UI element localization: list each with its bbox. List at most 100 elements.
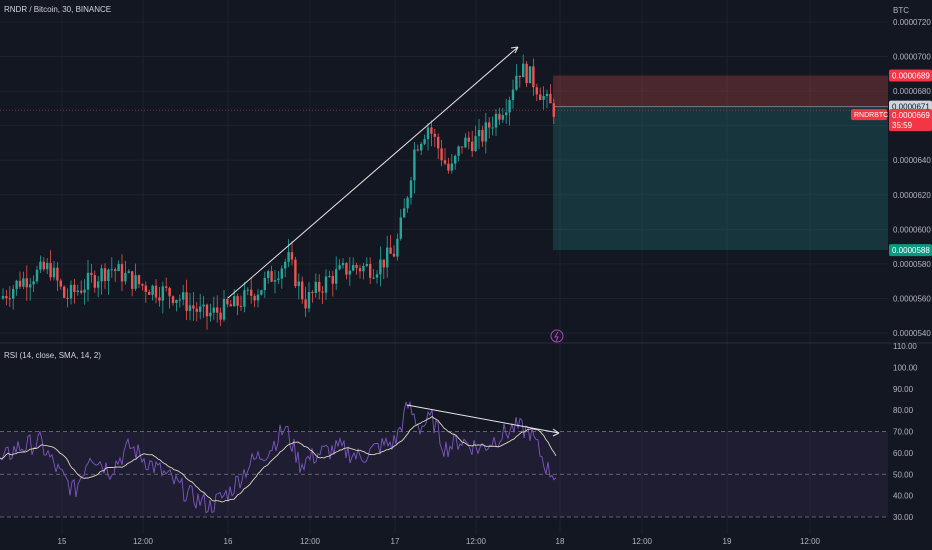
candle-body — [403, 208, 406, 218]
candle-body — [522, 63, 525, 78]
candle-body — [430, 127, 433, 134]
candle-body — [294, 259, 297, 287]
candle-body — [260, 290, 263, 295]
candle-body — [25, 278, 28, 288]
candle-body — [199, 306, 202, 312]
price-tick-label: 0.0000680 — [893, 87, 931, 96]
stop-zone — [553, 75, 888, 107]
candle-body — [182, 292, 185, 300]
symbol-tag-bg — [851, 109, 887, 121]
candle-body — [457, 146, 460, 156]
lightning-bolt-icon — [554, 331, 559, 342]
candle-body — [335, 269, 338, 284]
candle-body — [420, 143, 423, 151]
candle-body — [226, 298, 229, 305]
rsi-title[interactable]: RSI (14, close, SMA, 14, 2) — [4, 351, 101, 360]
candle-body — [49, 262, 52, 278]
candle-body — [454, 155, 457, 164]
candle-body — [168, 287, 171, 297]
candle-body — [488, 122, 491, 128]
rsi-tick-label: 50.00 — [893, 470, 914, 479]
candle-body — [494, 113, 498, 128]
candle-body — [433, 133, 436, 137]
candle-body — [447, 163, 450, 171]
candle-body — [202, 304, 205, 307]
candle-body — [29, 284, 32, 288]
candle-body — [253, 295, 256, 301]
candle-body — [460, 146, 464, 148]
candle-body — [270, 271, 273, 282]
candle-body — [284, 261, 287, 269]
rsi-divergence-arrowhead — [552, 428, 560, 437]
candle-body — [229, 304, 232, 307]
candle-body — [314, 281, 317, 293]
candle-body — [195, 308, 198, 312]
candle-body — [389, 247, 392, 254]
candle-body — [100, 268, 103, 282]
candle-body — [8, 298, 11, 300]
candle-body — [318, 281, 321, 292]
rsi-tick-label: 40.00 — [893, 492, 914, 501]
candle-body — [542, 96, 545, 100]
candle-body — [15, 280, 18, 289]
candle-body — [528, 66, 532, 84]
candle-body — [290, 252, 294, 260]
symbol-title[interactable]: RNDR / Bitcoin, 30, BINANCE — [4, 5, 112, 14]
candle-body — [549, 93, 552, 104]
price-tick-label: 0.0000720 — [893, 18, 931, 27]
candle-body — [406, 197, 409, 209]
price-tick-label: 0.0000540 — [893, 329, 931, 338]
price-tick-label: 0.0000580 — [893, 260, 931, 269]
symbol-tag: RNDRBTC — [854, 112, 888, 119]
candle-body — [161, 286, 164, 301]
candle-body — [277, 278, 280, 281]
candle-body — [443, 160, 447, 164]
candle-body — [35, 269, 39, 282]
rsi-tick-label: 90.00 — [893, 385, 914, 394]
candle-body — [287, 252, 290, 262]
candle-body — [120, 264, 124, 282]
price-tick-label: 0.0000560 — [893, 294, 931, 303]
candle-body — [426, 127, 430, 140]
candle-body — [222, 298, 226, 320]
candle-body — [178, 299, 181, 301]
candle-body — [508, 99, 511, 113]
candle-body — [46, 262, 49, 270]
candle-body — [409, 180, 413, 198]
candle-body — [32, 281, 35, 285]
price-tick-label: 0.0000620 — [893, 191, 931, 200]
candle-body — [69, 284, 73, 299]
candle-body — [137, 275, 141, 285]
candle-body — [93, 275, 96, 288]
rsi-tick-label: 80.00 — [893, 406, 914, 415]
candle-body — [256, 294, 260, 301]
candles-group — [1, 54, 555, 330]
candle-body — [304, 299, 307, 309]
candle-body — [518, 75, 521, 78]
candle-body — [471, 141, 474, 152]
candle-body — [243, 290, 246, 307]
candle-body — [539, 94, 542, 100]
candle-body — [545, 93, 549, 97]
candle-body — [515, 75, 518, 90]
candle-body — [86, 272, 90, 290]
candle-body — [239, 305, 243, 307]
candle-body — [392, 253, 396, 257]
candle-body — [498, 113, 501, 120]
candle-body — [552, 103, 555, 117]
candle-body — [216, 307, 219, 313]
candle-body — [165, 286, 168, 288]
currency-label: BTC — [893, 6, 909, 15]
candle-body — [273, 280, 277, 282]
lightning-icon — [550, 329, 564, 343]
candle-body — [345, 262, 348, 275]
rsi-line — [0, 400, 557, 514]
candle-body — [525, 63, 528, 84]
candle-body — [477, 130, 481, 137]
time-tick-label: 12:00 — [300, 537, 321, 546]
candle-body — [80, 290, 83, 293]
candle-body — [141, 284, 144, 286]
candle-body — [117, 264, 120, 271]
candle-body — [73, 284, 76, 293]
